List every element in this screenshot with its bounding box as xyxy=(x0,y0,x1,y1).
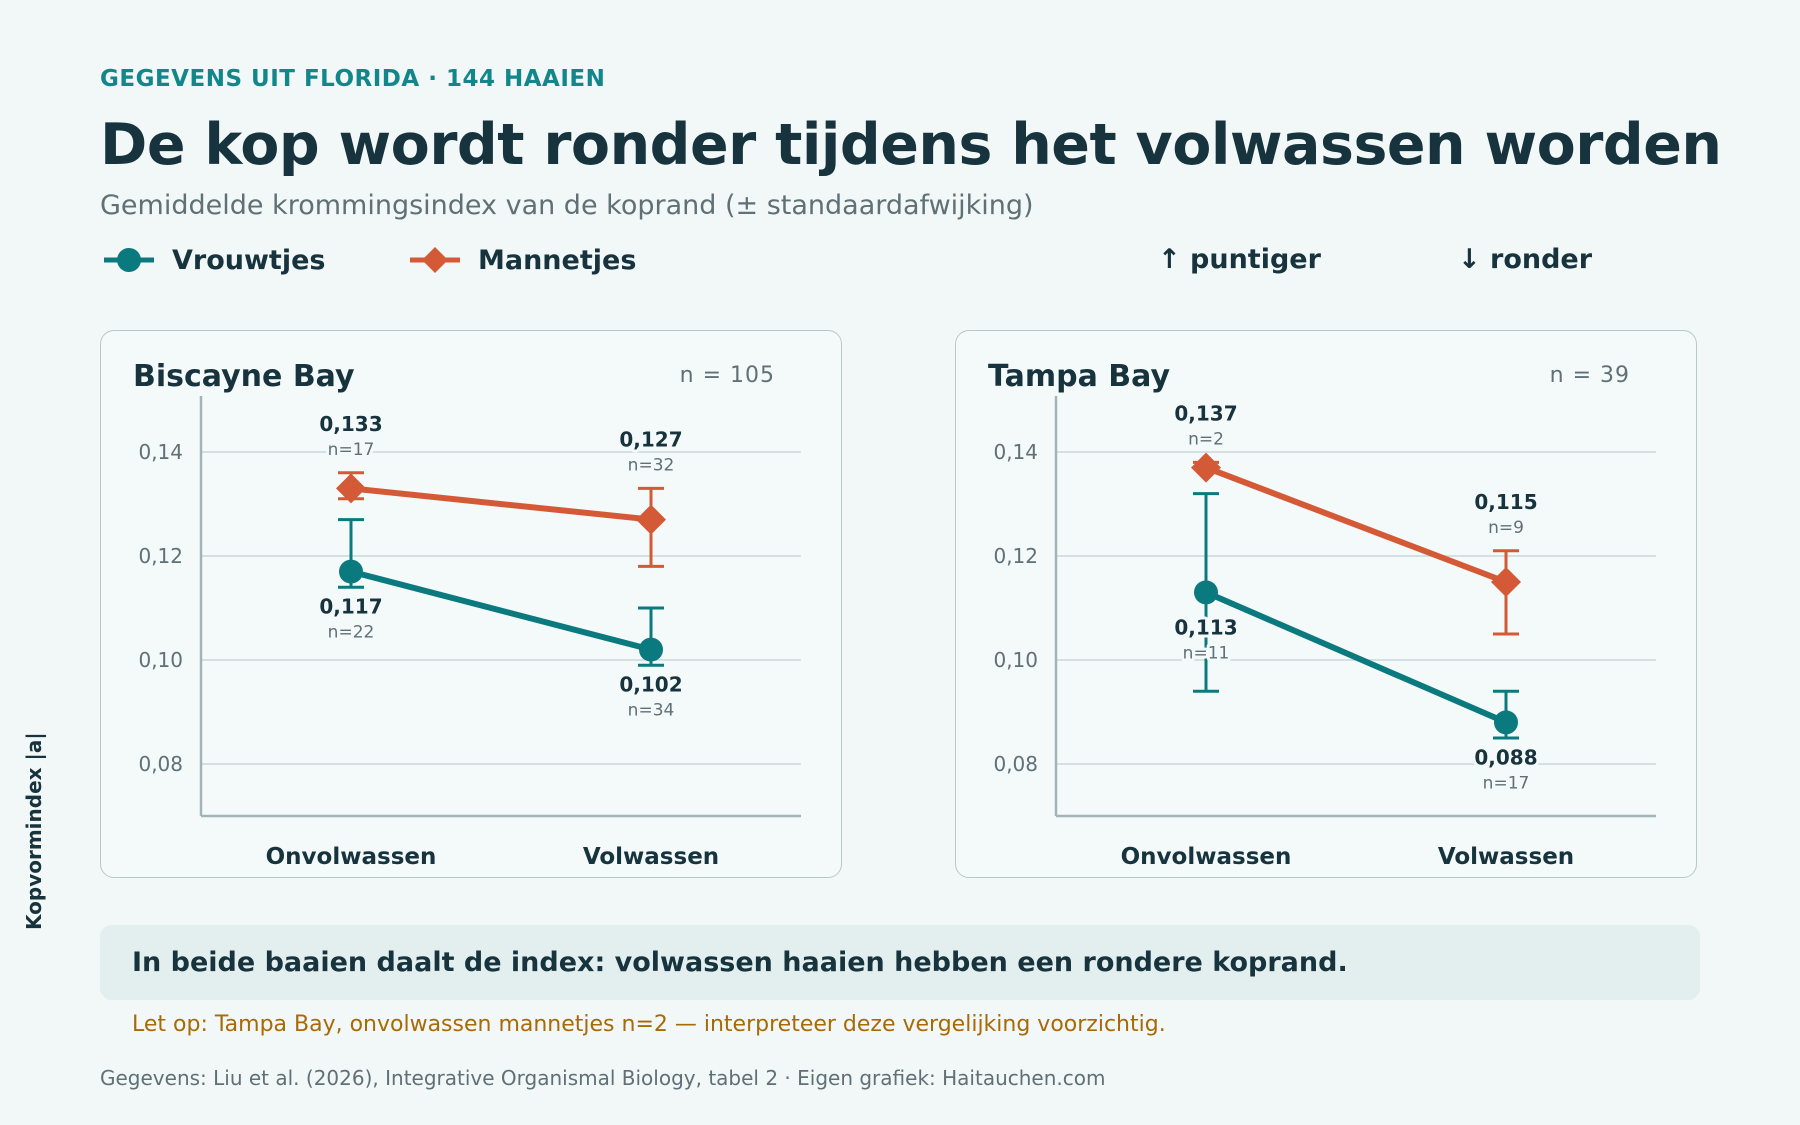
data-label-value: 0,137 xyxy=(1174,401,1237,425)
legend-label-females: Vrouwtjes xyxy=(172,244,326,276)
data-label-n: n=17 xyxy=(328,440,375,460)
panel-tampa-bay: Tampa Bay n = 39 0,08 0,10 0,12 0,14 Onvolwa… xyxy=(955,330,1697,878)
panel-sample-size: n = 105 xyxy=(679,363,775,388)
x-tick-label: Volwassen xyxy=(583,844,719,870)
legend-label-males: Mannetjes xyxy=(478,244,637,276)
page-title: De kop wordt ronder tijdens het volwasse… xyxy=(100,112,1722,178)
data-label-value: 0,088 xyxy=(1474,745,1537,769)
chart-tampa-bay: 0,08 0,10 0,12 0,14 Onvolwassen Volwassen 0,13… xyxy=(993,396,1656,870)
legend: Vrouwtjes Mannetjes ↑ puntiger ↓ ronder xyxy=(100,240,1600,280)
source-note: Gegevens: Liu et al. (2026), Integrative… xyxy=(100,1066,1106,1090)
data-point-females xyxy=(1194,580,1218,605)
data-label-n: n=11 xyxy=(1183,643,1230,663)
legend-item-females: Vrouwtjes xyxy=(104,240,325,280)
y-axis-label: Kopvormindex |a| xyxy=(22,732,46,930)
series-line-males xyxy=(1203,464,1509,585)
data-label-value: 0,133 xyxy=(319,412,382,436)
circle-marker-icon xyxy=(104,248,154,272)
panel-sample-size: n = 39 xyxy=(1549,363,1630,388)
y-tick-label: 0,10 xyxy=(993,648,1038,672)
data-point-females xyxy=(1494,710,1518,735)
data-label-n: n=34 xyxy=(628,701,675,721)
y-tick-label: 0,12 xyxy=(993,544,1038,568)
data-label-n: n=22 xyxy=(328,623,375,643)
y-tick-label: 0,08 xyxy=(993,752,1038,776)
panel-biscayne-bay: Biscayne Bay n = 105 0,08 0,10 0,12 0,14 Onv… xyxy=(100,330,842,878)
legend-note-down: ↓ ronder xyxy=(1458,244,1593,275)
legend-note-up: ↑ puntiger xyxy=(1158,244,1321,275)
legend-item-males: Mannetjes xyxy=(410,240,636,280)
data-point-males xyxy=(1491,567,1521,597)
warning-note: Let op: Tampa Bay, onvolwassen mannetjes… xyxy=(132,1012,1166,1037)
data-point-females xyxy=(339,559,363,584)
data-label-n: n=2 xyxy=(1188,429,1224,449)
data-label-n: n=32 xyxy=(628,455,675,475)
data-label-n: n=17 xyxy=(1483,773,1530,793)
data-label-value: 0,117 xyxy=(319,595,382,619)
diamond-marker-icon xyxy=(410,247,460,273)
x-tick-label: Onvolwassen xyxy=(266,844,437,870)
x-tick-label: Onvolwassen xyxy=(1121,844,1292,870)
x-tick-label: Volwassen xyxy=(1438,844,1574,870)
y-tick-label: 0,12 xyxy=(138,544,183,568)
data-label-value: 0,113 xyxy=(1174,615,1237,639)
panel-title: Tampa Bay xyxy=(988,359,1171,394)
data-label-value: 0,115 xyxy=(1474,490,1537,514)
subtitle: Gemiddelde krommingsindex van de koprand… xyxy=(100,190,1034,221)
data-label-value: 0,127 xyxy=(619,427,682,451)
data-point-females xyxy=(639,637,663,662)
y-tick-label: 0,08 xyxy=(138,752,183,776)
callout: In beide baaien daalt de index: volwasse… xyxy=(100,925,1700,1000)
y-tick-label: 0,14 xyxy=(138,440,183,464)
data-point-males xyxy=(336,473,366,504)
panel-title: Biscayne Bay xyxy=(133,359,355,394)
y-tick-label: 0,10 xyxy=(138,648,183,672)
data-point-males xyxy=(1191,452,1221,483)
series-line-females xyxy=(1203,589,1509,726)
y-tick-label: 0,14 xyxy=(993,440,1038,464)
chart-biscayne-bay: 0,08 0,10 0,12 0,14 Onvolwassen Volwassen 0,13… xyxy=(138,396,801,870)
data-label-value: 0,102 xyxy=(619,673,682,697)
series-line-males xyxy=(348,485,654,523)
data-label-n: n=9 xyxy=(1488,518,1524,538)
eyebrow: GEGEVENS UIT FLORIDA · 144 HAAIEN xyxy=(100,66,606,92)
series-line-females xyxy=(348,568,654,653)
data-point-males xyxy=(636,504,666,535)
